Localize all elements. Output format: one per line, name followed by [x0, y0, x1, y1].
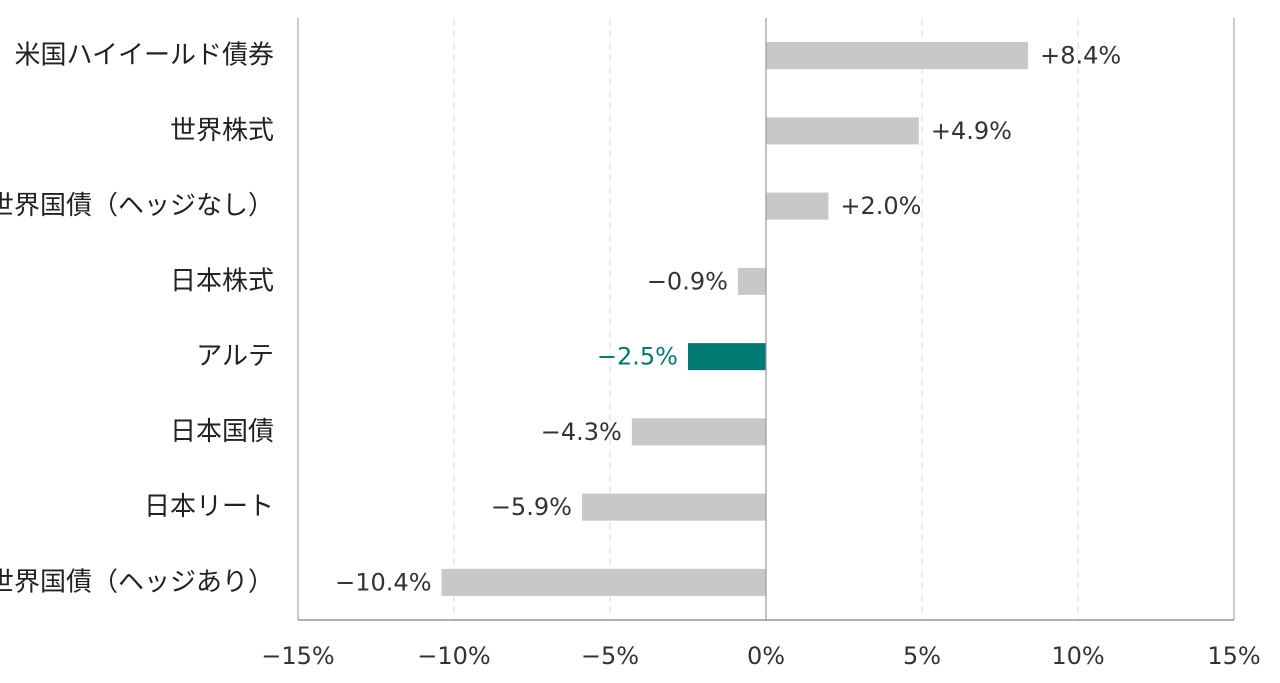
- value-label: +4.9%: [931, 117, 1012, 145]
- value-label: +8.4%: [1040, 42, 1121, 70]
- category-label: 世界国債（ヘッジなし）: [0, 191, 274, 221]
- category-label: 米国ハイイールド債券: [15, 41, 274, 71]
- x-tick-label: −10%: [417, 642, 490, 670]
- value-label: −0.9%: [647, 267, 728, 295]
- bar-0: [766, 42, 1029, 70]
- bar-4: [688, 343, 766, 371]
- x-tick-label: 5%: [903, 642, 941, 670]
- x-tick-label: 0%: [747, 642, 785, 670]
- x-tick-label: 15%: [1207, 642, 1260, 670]
- bar-7: [441, 568, 766, 596]
- bar-1: [766, 117, 919, 145]
- bar-2: [766, 192, 829, 220]
- category-label: 日本株式: [170, 266, 274, 296]
- x-tick-label: 10%: [1051, 642, 1104, 670]
- category-label: 世界国債（ヘッジあり）: [0, 567, 274, 597]
- bar-3: [737, 267, 766, 295]
- grid-layer: [453, 18, 1079, 620]
- category-label: 世界株式: [170, 116, 274, 146]
- axis-layer: [297, 18, 1235, 621]
- x-tick-label: −15%: [261, 642, 334, 670]
- bar-5: [631, 418, 766, 446]
- value-label: −2.5%: [597, 343, 678, 371]
- bar-layer: [441, 42, 1029, 596]
- label-layer: 米国ハイイールド債券 +8.4% 世界株式 +4.9% 世界国債（ヘッジなし） +2.0%…: [0, 41, 1261, 670]
- value-label: −10.4%: [335, 568, 431, 596]
- category-label: アルテ: [196, 342, 274, 372]
- category-label: 日本国債: [170, 417, 274, 447]
- category-label: 日本リート: [144, 492, 274, 522]
- value-label: −4.3%: [541, 418, 622, 446]
- value-label: +2.0%: [840, 192, 921, 220]
- bar-6: [581, 493, 766, 521]
- value-label: −5.9%: [491, 493, 572, 521]
- x-tick-label: −5%: [581, 642, 639, 670]
